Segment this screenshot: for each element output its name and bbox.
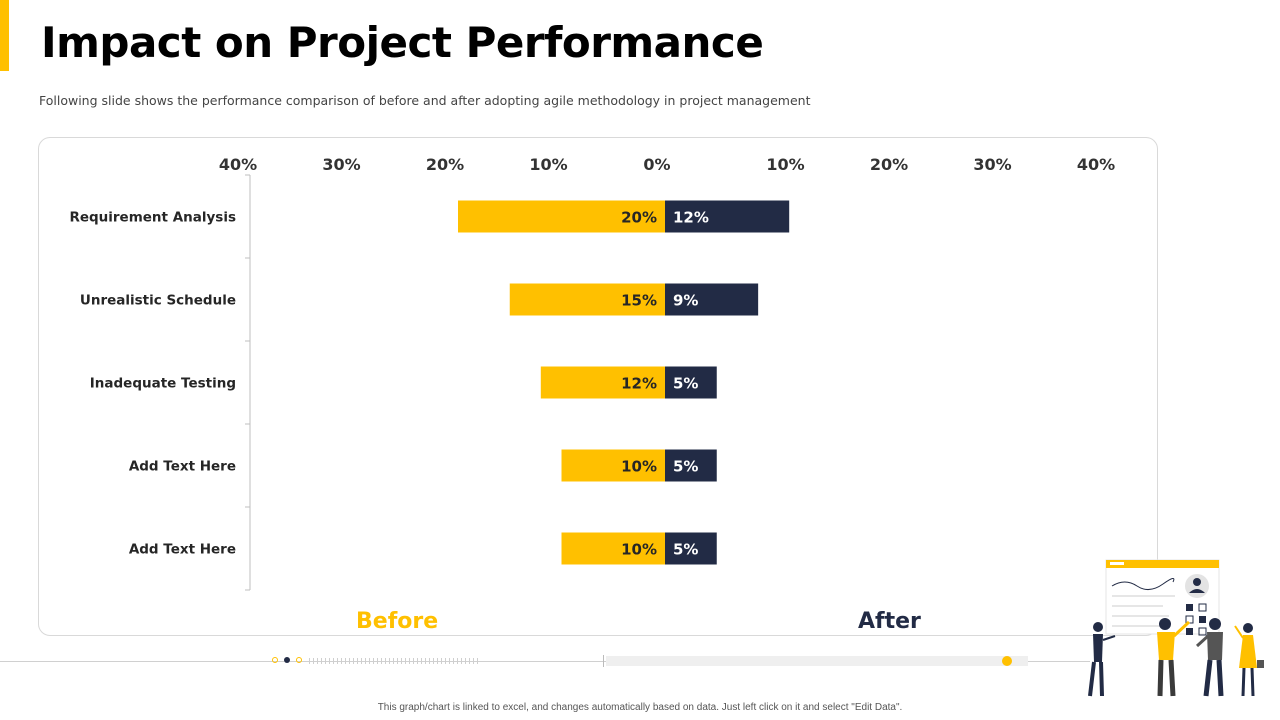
axis-tick-label: 10% — [766, 155, 804, 174]
axis-tick-label: 0% — [643, 155, 670, 174]
axis-tick-label: 10% — [529, 155, 567, 174]
team-board-illustration — [1088, 559, 1264, 697]
footer-line — [0, 661, 1090, 662]
category-label: Add Text Here — [129, 459, 236, 475]
bar-after — [665, 449, 717, 482]
axis-tick-label: 20% — [870, 155, 908, 174]
axis-tick-label: 40% — [219, 155, 257, 174]
legend-after: After — [858, 609, 921, 634]
category-label: Unrealistic Schedule — [80, 293, 236, 309]
tick-strip — [309, 658, 479, 664]
bar-label-after: 5% — [673, 375, 698, 393]
category-label: Inadequate Testing — [90, 376, 236, 392]
bar-label-before: 12% — [621, 375, 657, 393]
chart-card — [38, 137, 1158, 636]
bar-label-after: 9% — [673, 292, 698, 310]
bar-label-before: 10% — [621, 458, 657, 476]
progress-knob — [1001, 656, 1012, 666]
bar-label-before: 10% — [621, 541, 657, 559]
pager-dot — [296, 657, 302, 663]
bar-label-after: 12% — [673, 209, 709, 227]
category-label: Add Text Here — [129, 542, 236, 558]
bar-before — [540, 366, 665, 399]
page-subtitle: Following slide shows the performance co… — [39, 93, 811, 108]
bar-before — [561, 449, 665, 482]
bar-before — [458, 200, 665, 233]
bar-after — [665, 366, 717, 399]
axis-tick-label: 40% — [1077, 155, 1115, 174]
pager-dot — [272, 657, 278, 663]
legend-before: Before — [356, 609, 439, 634]
bar-label-before: 20% — [621, 209, 657, 227]
bar-before — [561, 532, 665, 565]
progress-track — [606, 656, 1028, 666]
page-title: Impact on Project Performance — [41, 18, 764, 67]
pager-dot-active — [284, 657, 290, 663]
bar-label-after: 5% — [673, 541, 698, 559]
footer-divider — [603, 655, 604, 667]
bar-after — [665, 200, 790, 233]
bar-label-after: 5% — [673, 458, 698, 476]
bar-before — [509, 283, 665, 316]
bar-after — [665, 532, 717, 565]
category-label: Requirement Analysis — [69, 210, 236, 226]
axis-tick-label: 30% — [973, 155, 1011, 174]
axis-tick-label: 30% — [322, 155, 360, 174]
title-accent-bar — [0, 0, 9, 71]
footnote: This graph/chart is linked to excel, and… — [377, 702, 903, 713]
bar-label-before: 15% — [621, 292, 657, 310]
bar-after — [665, 283, 759, 316]
axis-tick-label: 20% — [426, 155, 464, 174]
